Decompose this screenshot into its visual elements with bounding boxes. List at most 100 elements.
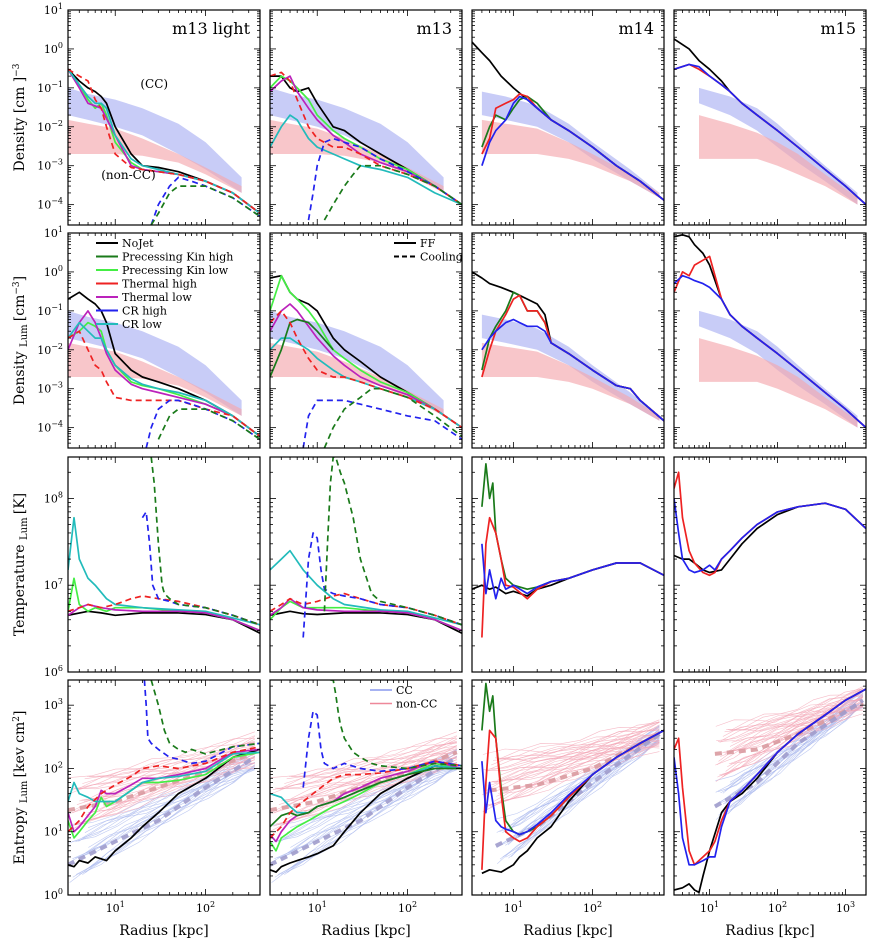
noncc-profile bbox=[495, 721, 660, 783]
noncc-profile bbox=[491, 733, 660, 782]
noncc-profile bbox=[88, 749, 255, 800]
noncc-profile bbox=[70, 731, 255, 791]
panel-frame bbox=[67, 456, 261, 673]
series-cr-high-cooling bbox=[150, 176, 260, 225]
series-precessing-kin-high-cooling bbox=[150, 185, 260, 225]
noncc-median-line bbox=[489, 732, 661, 793]
noncc-profile bbox=[720, 693, 863, 776]
noncc-profile bbox=[490, 751, 660, 807]
panel-r3-c2: 101 102 Radius [kpc] bbox=[471, 679, 665, 939]
annotation-label: (non-CC) bbox=[101, 168, 155, 182]
cc-profile bbox=[513, 737, 660, 853]
y-tick-label: 10−2 bbox=[37, 342, 63, 357]
panel-title: m13 light bbox=[172, 19, 250, 38]
series-cr-high-ff bbox=[481, 95, 664, 201]
cc-profile bbox=[723, 707, 864, 815]
panel-frame bbox=[67, 232, 261, 449]
cc-profile bbox=[290, 765, 457, 869]
noncc-profile bbox=[77, 745, 255, 790]
x-tick-label: 102 bbox=[583, 900, 602, 915]
x-axis-label: Radius [kpc] bbox=[321, 923, 411, 939]
x-tick-label: 102 bbox=[196, 900, 215, 915]
panel-plot-area bbox=[472, 41, 664, 201]
noncc-profile bbox=[288, 742, 457, 777]
legend-label: Precessing Kin low bbox=[122, 264, 229, 277]
series-cr-high-cooling bbox=[143, 680, 260, 765]
noncc-profile bbox=[90, 757, 255, 813]
legend-label: FF bbox=[420, 237, 436, 250]
panel-frame bbox=[673, 456, 867, 673]
noncc-profile bbox=[76, 753, 255, 805]
panel-frame bbox=[269, 456, 463, 673]
panel-r0-c3: m15 bbox=[673, 9, 867, 226]
panel-r3-c0: 100 101 102 103 Entropy Lum [kev cm2] 101 102 R… bbox=[12, 679, 261, 939]
panel-r2-c1 bbox=[269, 456, 463, 673]
noncc-profile bbox=[69, 758, 255, 832]
panel-r0-c0: 10−4 10−3 10−2 10−1 100 101 Density [cm ]−3 m13… bbox=[12, 2, 261, 226]
y-tick-label: 100 bbox=[44, 264, 63, 279]
panel-title: m15 bbox=[820, 19, 856, 38]
y-axis-label: Entropy Lum [kev cm2] bbox=[12, 711, 30, 865]
series-precessing-kin-high-cooling bbox=[157, 408, 260, 441]
legend-label: Thermal low bbox=[122, 291, 192, 304]
series-thermal-high-ff bbox=[674, 471, 866, 577]
panel-frame bbox=[471, 456, 665, 673]
panel-title: m14 bbox=[618, 19, 654, 38]
series-cr-high-cooling bbox=[302, 532, 462, 638]
noncc-profile bbox=[290, 749, 457, 800]
cc-profile bbox=[72, 749, 255, 859]
y-tick-label: 10−3 bbox=[37, 381, 63, 396]
legend-label: CR high bbox=[122, 305, 167, 318]
noncc-band bbox=[270, 119, 444, 193]
y-axis-label: Density [cm ]−3 bbox=[12, 63, 28, 171]
series-thermal-high-cooling bbox=[270, 71, 462, 206]
series-cr-high-ff bbox=[674, 274, 866, 429]
y-tick-label: 102 bbox=[44, 760, 63, 775]
noncc-profile bbox=[291, 738, 457, 777]
legend-label: Thermal high bbox=[122, 278, 197, 291]
noncc-profile bbox=[719, 696, 864, 776]
panel-frame bbox=[67, 9, 261, 226]
cc-profile bbox=[277, 762, 457, 843]
panel-plot-area bbox=[270, 274, 462, 448]
y-tick-label: 10−1 bbox=[37, 80, 63, 95]
y-tick-label: 101 bbox=[44, 824, 63, 839]
x-tick-label: 102 bbox=[768, 900, 787, 915]
panel-r1-c2 bbox=[471, 232, 665, 449]
noncc-profile bbox=[496, 734, 660, 760]
y-tick-label: 100 bbox=[44, 41, 63, 56]
noncc-profile bbox=[86, 742, 255, 777]
x-tick-label: 102 bbox=[398, 900, 417, 915]
noncc-profile bbox=[498, 719, 660, 794]
panel-r2-c3 bbox=[673, 456, 867, 673]
series-cr-low-ff bbox=[68, 751, 260, 803]
series-thermal-low-ff bbox=[270, 597, 462, 632]
panel-r2-c0: 106 107 108 Temperature Lum [K] bbox=[12, 456, 261, 679]
noncc-profile bbox=[69, 760, 255, 778]
series-precessing-kin-high-ff bbox=[270, 318, 334, 378]
panel-plot-area bbox=[68, 68, 260, 225]
noncc-profile bbox=[82, 756, 255, 784]
series-precessing-kin-high-ff bbox=[481, 463, 664, 591]
noncc-profile bbox=[83, 768, 255, 802]
noncc-band bbox=[699, 338, 858, 428]
panel-r0-c1: m13 bbox=[269, 9, 463, 226]
x-tick-label: 101 bbox=[308, 900, 327, 915]
x-axis-label: Radius [kpc] bbox=[725, 923, 815, 939]
noncc-profile bbox=[500, 721, 660, 759]
panel-r1-c0: 10−4 10−3 10−2 10−1 100 101 Density Lum [cm−3]… bbox=[12, 225, 261, 449]
cc-profile bbox=[287, 766, 457, 854]
series-precessing-kin-low-ff bbox=[270, 600, 462, 632]
cc-median-line bbox=[494, 732, 661, 848]
y-axis-label: Temperature Lum [K] bbox=[12, 493, 30, 636]
series-nojet-ff bbox=[674, 502, 866, 574]
cc-profile bbox=[496, 740, 660, 820]
series-cr-high-ff bbox=[481, 543, 664, 600]
series-cr-high-ff bbox=[481, 318, 664, 422]
panel-r2-c2 bbox=[471, 456, 665, 673]
x-tick-label: 101 bbox=[504, 900, 523, 915]
y-tick-label: 101 bbox=[44, 225, 63, 240]
series-cr-high-cooling bbox=[307, 137, 462, 221]
noncc-profile bbox=[726, 688, 864, 754]
